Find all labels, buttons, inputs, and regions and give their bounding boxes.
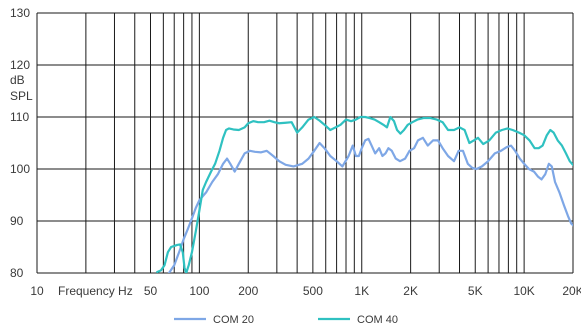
series-line-com20 [167, 136, 573, 273]
y-tick-label: 90 [10, 214, 24, 228]
x-tick-label: 10 [30, 284, 44, 298]
x-tick-label: 50 [144, 284, 158, 298]
legend: COM 20 COM 40 [174, 314, 398, 323]
y-axis-label-spl: SPL [10, 89, 33, 103]
x-tick-label: 1K [354, 284, 369, 298]
series-lines [156, 115, 573, 273]
y-tick-label: 100 [10, 162, 30, 176]
y-tick-label: 130 [10, 6, 30, 20]
legend-label-com20: COM 20 [213, 314, 254, 323]
series-line-com40 [156, 115, 573, 273]
tick-labels: 80 90 100 110 120 130 10 50 100 200 500 1K 2K 5K 10K 20… [10, 6, 581, 298]
x-tick-label: 5K [468, 284, 483, 298]
y-tick-label: 110 [10, 110, 29, 124]
x-axis-label: Frequency Hz [58, 284, 133, 298]
x-tick-label: 500 [303, 284, 323, 298]
y-tick-label: 80 [10, 266, 24, 280]
x-tick-label: 20K [562, 284, 581, 298]
x-tick-label: 10K [513, 284, 534, 298]
x-tick-label: 200 [238, 284, 258, 298]
y-tick-label: 120 [10, 58, 30, 72]
x-tick-label: 100 [189, 284, 209, 298]
legend-label-com40: COM 40 [357, 314, 398, 323]
y-axis-label-db: dB [10, 73, 25, 87]
x-tick-label: 2K [403, 284, 418, 298]
grid [36, 12, 574, 274]
